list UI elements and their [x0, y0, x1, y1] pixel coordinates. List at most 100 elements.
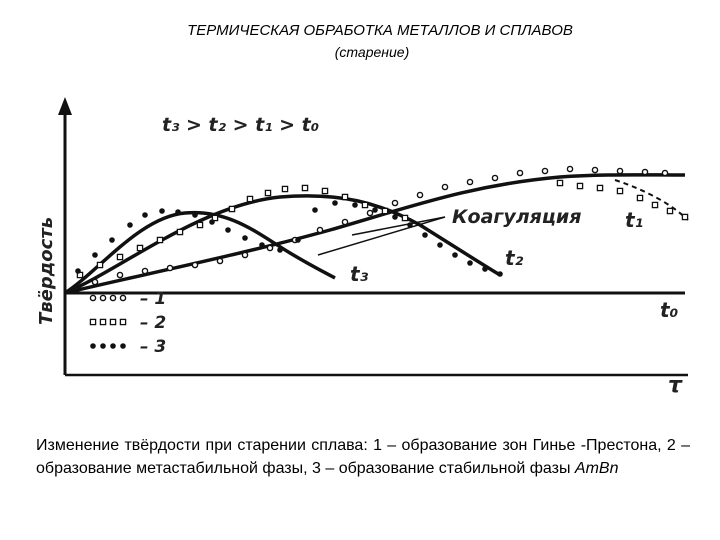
series-2-point: [556, 179, 564, 187]
series-1-point: [241, 251, 249, 259]
series-1-point: [566, 165, 574, 173]
coagulation-label: Коагуляция: [452, 206, 581, 228]
series-3-point: [312, 207, 318, 213]
series-1-point: [91, 278, 99, 286]
series-3-point: [407, 222, 413, 228]
series-1-point: [191, 261, 199, 269]
series-2-point: [401, 214, 409, 222]
series-2-point: [264, 189, 272, 197]
series-1-point: [391, 199, 399, 207]
legend-marker-dot: [90, 343, 96, 349]
series-3-point: [75, 268, 81, 274]
series-2-point: [361, 201, 369, 209]
series-3-point: [372, 207, 378, 213]
points-series-3: [75, 200, 503, 277]
series-1-point: [141, 267, 149, 275]
series-3-point: [192, 212, 198, 218]
y-axis-arrow: [58, 97, 72, 115]
series-1-point: [116, 271, 124, 279]
series-2-point: [301, 184, 309, 192]
series-3-point: [242, 235, 248, 241]
series-3-point: [497, 271, 503, 277]
series-3-point: [422, 232, 428, 238]
legend-marker-square: [89, 318, 97, 326]
legend-text-3: – 3: [140, 337, 166, 357]
series-2-point: [341, 193, 349, 201]
page-subtitle: (старение): [334, 44, 410, 60]
series-1-point: [166, 264, 174, 272]
y-axis-label: Твёрдость: [36, 217, 57, 325]
series-3-point: [175, 209, 181, 215]
series-2-point: [136, 244, 144, 252]
series-1-point: [466, 178, 474, 186]
figure-caption: Изменение твёрдости при старении сплава:…: [36, 434, 690, 480]
series-3-point: [437, 242, 443, 248]
legend-marker-circle: [89, 294, 97, 302]
series-3-point: [92, 252, 98, 258]
legend-marker-dot: [110, 343, 116, 349]
series-3-point: [209, 219, 215, 225]
series-2-point: [381, 207, 389, 215]
series-3-point: [392, 214, 398, 220]
series-1-point: [591, 166, 599, 174]
coagulation-pointer-1: [351, 216, 446, 236]
series-1-point: [266, 244, 274, 252]
series-2-point: [246, 195, 254, 203]
curve-t3: [64, 210, 336, 295]
page-title: ТЕРМИЧЕСКАЯ ОБРАБОТКА МЕТАЛЛОВ И СПЛАВОВ: [187, 22, 573, 39]
series-1-point: [216, 257, 224, 265]
curve-t1: [64, 173, 686, 295]
legend-marker-dot: [120, 343, 126, 349]
series-3-point: [277, 247, 283, 253]
series-2-point: [196, 221, 204, 229]
series-2-point: [651, 201, 659, 209]
x-axis-label: τ: [668, 373, 683, 398]
caption-text: Изменение твёрдости при старении сплава:…: [36, 437, 690, 477]
series-2-point: [156, 236, 164, 244]
series-2-point: [228, 205, 236, 213]
series-1-point: [341, 218, 349, 226]
series-3-point: [127, 222, 133, 228]
points-series-1: [91, 165, 669, 286]
series-2-point: [596, 184, 604, 192]
hardness-aging-diagram: t₃ > t₂ > t₁ > t₀ Коагуляция t₁ t₂ t₃ t₀…: [36, 97, 689, 398]
series-3-point: [352, 202, 358, 208]
legend: – 1 – 2 – 3: [89, 289, 166, 357]
series-3-point: [159, 208, 165, 214]
coagulation-pointer-2: [317, 216, 446, 256]
caption-formula: AmBn: [574, 460, 619, 477]
series-3-point: [225, 227, 231, 233]
series-2-point: [116, 253, 124, 261]
series-2-point: [666, 207, 674, 215]
series-1-point: [661, 169, 669, 177]
legend-text-1: – 1: [140, 289, 166, 309]
series-3-point: [109, 237, 115, 243]
legend-marker-circle: [99, 294, 107, 302]
series-3-point: [259, 242, 265, 248]
legend-marker-square: [99, 318, 107, 326]
legend-text-2: – 2: [140, 313, 166, 333]
series-1-point: [441, 183, 449, 191]
series-1-point: [516, 169, 524, 177]
series-1-point: [491, 174, 499, 182]
legend-marker-circle: [109, 294, 117, 302]
series-2-point: [576, 182, 584, 190]
series-3-point: [295, 237, 301, 243]
label-t3: t₃: [350, 262, 369, 286]
series-1-point: [416, 191, 424, 199]
series-2-point: [681, 213, 689, 221]
series-1-point: [616, 167, 624, 175]
label-t1: t₁: [625, 208, 643, 232]
series-3-point: [452, 252, 458, 258]
label-t0: t₀: [660, 298, 679, 322]
series-2-point: [211, 214, 219, 222]
series-3-point: [467, 260, 473, 266]
series-2-point: [96, 261, 104, 269]
series-3-point: [142, 212, 148, 218]
series-2-point: [176, 228, 184, 236]
series-3-point: [332, 200, 338, 206]
series-1-point: [316, 226, 324, 234]
series-1-point: [641, 168, 649, 176]
series-2-point: [281, 185, 289, 193]
series-3-point: [482, 266, 488, 272]
